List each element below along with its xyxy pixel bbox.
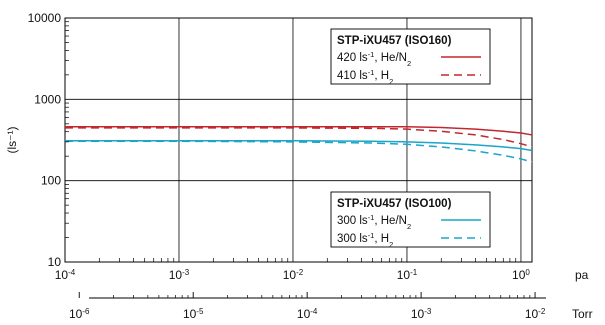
- pa-tick-label: 10-3: [169, 268, 190, 283]
- pa-tick-label: 100: [512, 268, 530, 283]
- legend-entry-label: 420 ls-1, He/N2: [337, 50, 411, 68]
- series-line-3: [65, 140, 533, 163]
- y-axis-label: (ls⁻¹): [5, 127, 19, 154]
- legend-entry-label: 300 ls-1, He/N2: [337, 213, 411, 231]
- legend-entry-label: 410 ls-1, H2: [337, 68, 393, 86]
- y-tick-label: 100: [41, 174, 61, 188]
- grid: [64, 17, 533, 263]
- torr-tick-label: 10-4: [297, 307, 318, 322]
- torr-tick-label: 10-3: [411, 307, 432, 322]
- pa-tick-label: 10-2: [283, 268, 304, 283]
- y-tick-label: 10: [48, 255, 62, 269]
- pa-tick-label: 10-4: [55, 268, 76, 283]
- legend-title: STP-iXU457 (ISO100): [337, 198, 452, 210]
- pa-unit-label: pa: [575, 268, 589, 282]
- series-line-0: [65, 126, 533, 136]
- torr-unit-label: Torr: [572, 307, 593, 321]
- legend-title: STP-iXU457 (ISO160): [337, 35, 452, 47]
- pa-tick-label: 10-1: [397, 268, 418, 283]
- series-line-2: [65, 139, 533, 152]
- series-line-1: [65, 127, 533, 148]
- y-tick-label: 1000: [34, 92, 61, 106]
- y-tick-label: 10000: [28, 11, 62, 25]
- axes: 10 100 1000 10000 (ls⁻¹) 10-4 10-3 10-2 10-1 100 p…: [5, 11, 593, 321]
- torr-tick-label: 10-2: [525, 307, 546, 322]
- torr-tick-label: 10-6: [69, 307, 90, 322]
- legend-entry-label: 300 ls-1, H2: [337, 231, 393, 249]
- series-group: [65, 126, 533, 163]
- torr-tick-label: 10-5: [183, 307, 204, 322]
